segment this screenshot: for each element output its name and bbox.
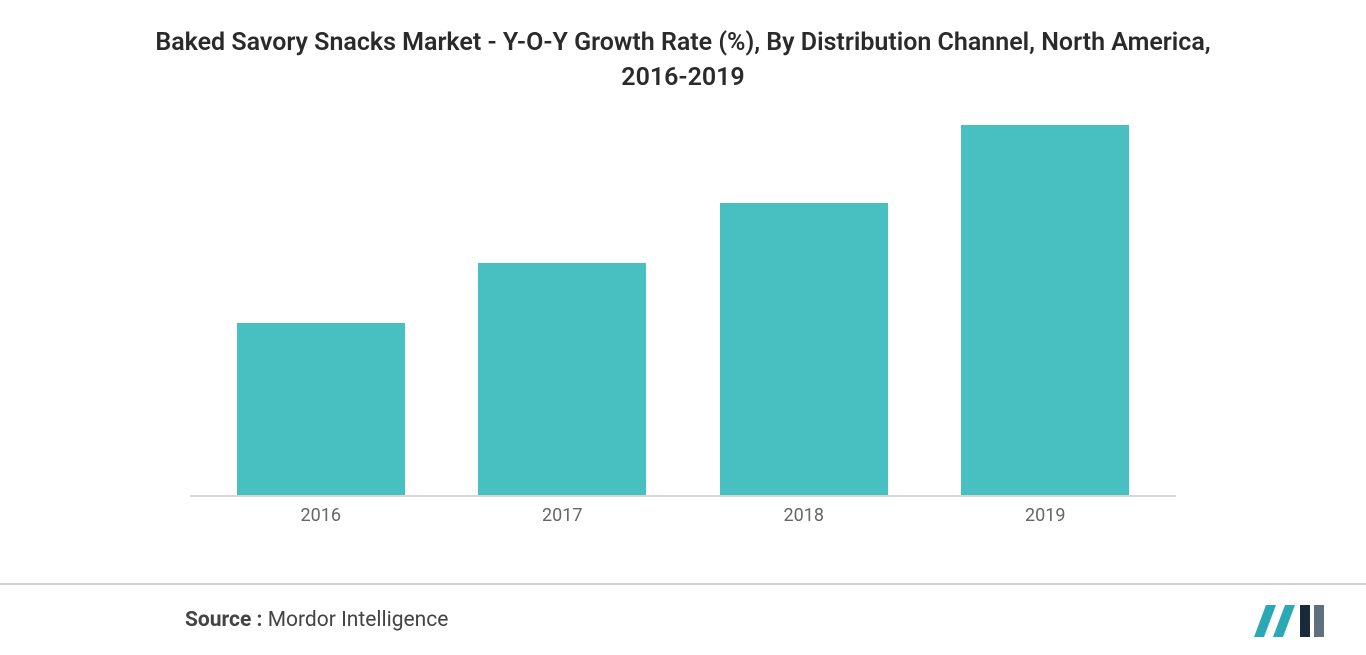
source-attribution: Source : Mordor Intelligence: [185, 608, 448, 632]
x-label: 2016: [200, 505, 442, 526]
x-label: 2019: [925, 505, 1167, 526]
bar-group: [200, 323, 442, 495]
logo-bar-light: [1314, 605, 1324, 637]
chart-area: 2016 2017 2018 2019: [40, 123, 1326, 531]
bars-row: [190, 123, 1176, 495]
logo-stripe-2: [1273, 605, 1295, 637]
bar-2016: [237, 323, 405, 495]
bar-group: [683, 203, 925, 495]
footer: Source : Mordor Intelligence: [0, 583, 1366, 655]
bar-2018: [720, 203, 888, 495]
source-label: Source :: [185, 608, 268, 632]
x-axis-labels: 2016 2017 2018 2019: [190, 497, 1176, 526]
plot-area: [190, 123, 1176, 497]
chart-title: Baked Savory Snacks Market - Y-O-Y Growt…: [153, 25, 1213, 95]
x-label: 2018: [683, 505, 925, 526]
source-text: Mordor Intelligence: [268, 608, 449, 632]
bar-2017: [478, 263, 646, 495]
x-label: 2017: [442, 505, 684, 526]
logo-stripe-1: [1254, 605, 1276, 637]
logo-bar-dark: [1300, 605, 1310, 637]
bar-2019: [961, 125, 1129, 495]
chart-container: Baked Savory Snacks Market - Y-O-Y Growt…: [0, 0, 1366, 655]
bar-group: [925, 125, 1167, 495]
bar-group: [442, 263, 684, 495]
mordor-logo-icon: [1252, 601, 1326, 639]
